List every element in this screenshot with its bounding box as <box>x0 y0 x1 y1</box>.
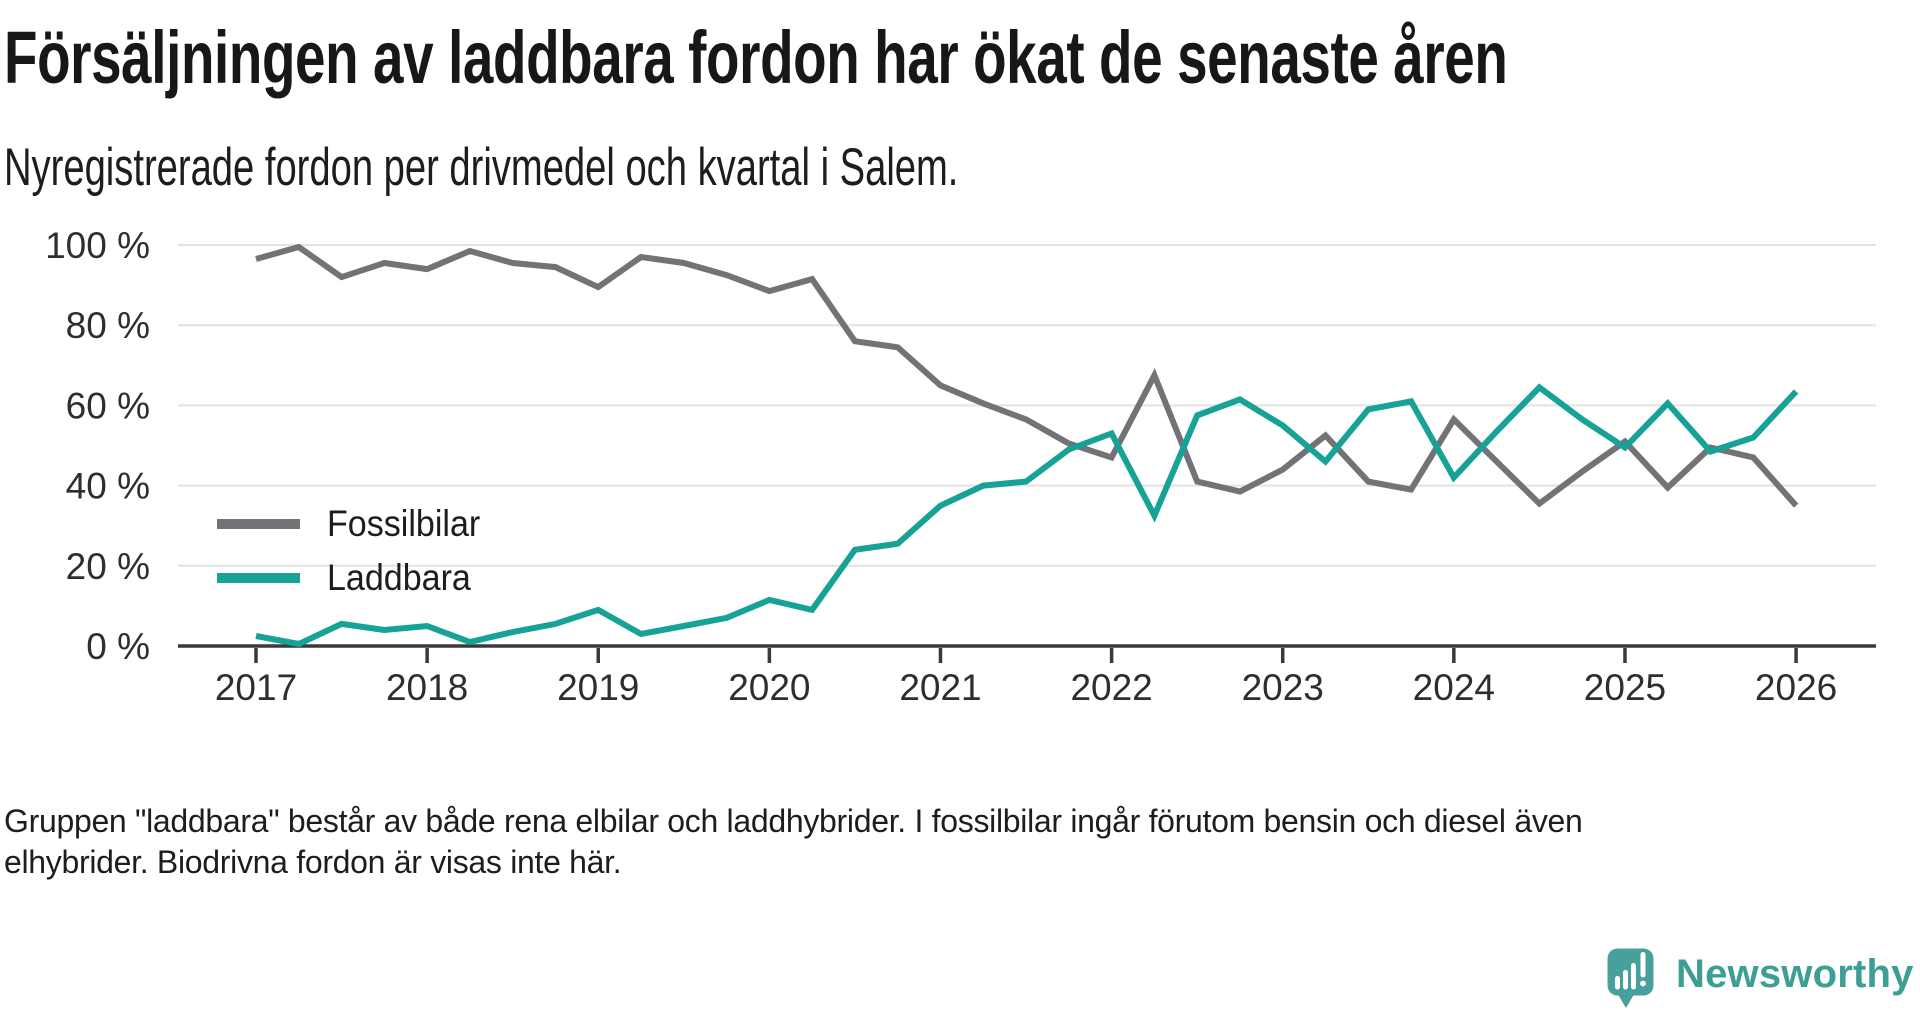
x-tick-label: 2017 <box>215 667 297 708</box>
line-chart: 0 % 20 % 40 % 60 % 80 % 100 % 2017 2018 2019 2020… <box>45 225 1876 708</box>
series-line-laddbara <box>255 383 1799 648</box>
x-tick-label: 2025 <box>1584 667 1666 708</box>
x-tick-label: 2020 <box>728 667 810 708</box>
newsworthy-logo-text: Newsworthy <box>1676 952 1914 996</box>
y-tick-label: 60 % <box>66 385 150 426</box>
x-tick-label: 2018 <box>386 667 468 708</box>
x-tick-label: 2024 <box>1413 667 1495 708</box>
chart-subtitle: Nyregistrerade fordon per drivmedel och … <box>4 138 959 197</box>
x-tick-label: 2019 <box>557 667 639 708</box>
chart-legend: Fossilbilar Laddbara <box>217 503 494 598</box>
legend-swatch-laddbara <box>217 573 300 583</box>
footnote-line-1: Gruppen "laddbara" består av både rena e… <box>4 803 1583 839</box>
speech-bubble-bar-chart-icon <box>1607 948 1654 1008</box>
newsworthy-branding: Newsworthy <box>1607 948 1914 1009</box>
x-tick-label: 2021 <box>899 667 981 708</box>
y-tick-label: 100 % <box>45 225 150 266</box>
legend-item-laddbara: Laddbara <box>217 557 494 598</box>
y-tick-label: 40 % <box>66 466 150 507</box>
legend-swatch-fossilbilar <box>217 519 300 529</box>
chart-title: Försäljningen av laddbara fordon har öka… <box>4 16 1508 99</box>
series-line-fossilbilar <box>255 243 1799 508</box>
legend-item-fossilbilar: Fossilbilar <box>217 503 494 544</box>
chart-footnote: Gruppen "laddbara" består av både rena e… <box>4 801 1583 883</box>
x-tick-label: 2026 <box>1755 667 1837 708</box>
x-tick-label: 2023 <box>1242 667 1324 708</box>
y-tick-label: 20 % <box>66 546 150 587</box>
x-tick-label: 2022 <box>1070 667 1152 708</box>
legend-label-fossilbilar: Fossilbilar <box>327 503 481 544</box>
legend-label-laddbara: Laddbara <box>327 557 471 598</box>
y-tick-label: 0 % <box>86 626 150 667</box>
y-tick-label: 80 % <box>66 305 150 346</box>
footnote-line-2: elhybrider. Biodrivna fordon är visas in… <box>4 844 622 880</box>
